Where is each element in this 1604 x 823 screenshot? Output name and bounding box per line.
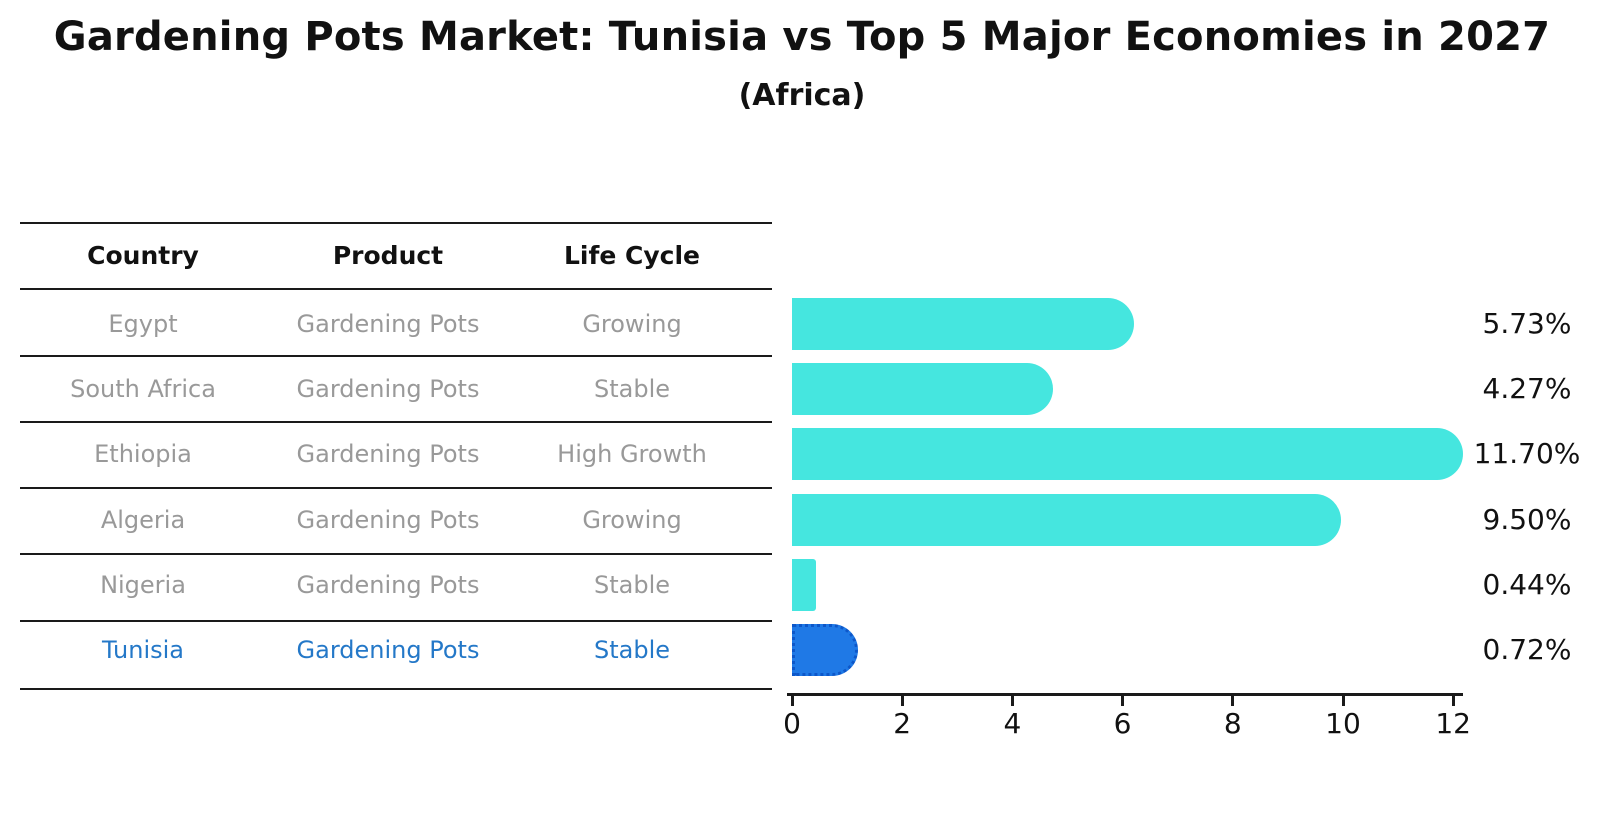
column-header-product: Product bbox=[332, 241, 444, 270]
country-cell: Algeria bbox=[100, 506, 186, 534]
column-header-life-cycle: Life Cycle bbox=[563, 241, 701, 270]
country-cell: South Africa bbox=[70, 375, 216, 403]
x-axis-line bbox=[787, 693, 1463, 696]
product-cell: Gardening Pots bbox=[296, 440, 480, 468]
life-cycle-cell: Stable bbox=[593, 636, 671, 664]
value-label-algeria: 9.50% bbox=[1482, 502, 1572, 536]
life-cycle-cell: Stable bbox=[593, 571, 671, 599]
chart-title: Gardening Pots Market: Tunisia vs Top 5 … bbox=[53, 14, 1551, 60]
product-cell: Gardening Pots bbox=[296, 310, 480, 338]
product-cell: Gardening Pots bbox=[296, 636, 480, 664]
table-top-rule bbox=[20, 222, 772, 224]
x-tick bbox=[1451, 696, 1455, 706]
table-row-rule bbox=[20, 620, 772, 622]
chart-subtitle: (Africa) bbox=[738, 78, 866, 113]
value-label-tunisia: 0.72% bbox=[1482, 633, 1572, 666]
country-cell: Egypt bbox=[108, 310, 178, 338]
bar-nigeria bbox=[792, 558, 817, 611]
life-cycle-cell: High Growth bbox=[557, 440, 707, 468]
x-tick bbox=[790, 696, 794, 706]
life-cycle-cell: Stable bbox=[593, 375, 671, 403]
country-cell: Nigeria bbox=[100, 571, 186, 599]
table-row-rule bbox=[20, 355, 772, 357]
x-tick-label: 0 bbox=[783, 707, 801, 740]
value-label-south-africa: 4.27% bbox=[1482, 372, 1572, 406]
bar-ethiopia bbox=[792, 428, 1463, 481]
x-tick-label: 10 bbox=[1325, 707, 1361, 740]
country-cell: Tunisia bbox=[102, 636, 184, 664]
bar-south-africa bbox=[792, 363, 1054, 416]
x-tick-label: 8 bbox=[1223, 707, 1242, 740]
table-row-rule bbox=[20, 487, 772, 489]
x-tick bbox=[1341, 696, 1345, 706]
x-tick bbox=[900, 696, 904, 706]
x-tick bbox=[1010, 696, 1014, 706]
column-header-country: Country bbox=[87, 241, 199, 270]
bar-egypt bbox=[792, 298, 1134, 350]
value-label-nigeria: 0.44% bbox=[1482, 567, 1572, 601]
x-tick bbox=[1121, 696, 1125, 706]
value-label-ethiopia: 11.70% bbox=[1473, 437, 1581, 471]
bar-algeria bbox=[792, 493, 1342, 546]
table-row-rule bbox=[20, 553, 772, 555]
table-bottom-rule bbox=[20, 688, 772, 690]
x-tick-label: 4 bbox=[1003, 707, 1022, 740]
x-tick-label: 6 bbox=[1113, 707, 1132, 740]
country-cell: Ethiopia bbox=[94, 440, 192, 468]
bar-tunisia bbox=[792, 624, 858, 676]
table-header-rule bbox=[20, 288, 772, 290]
life-cycle-cell: Growing bbox=[582, 310, 682, 338]
product-cell: Gardening Pots bbox=[296, 571, 480, 599]
value-label-egypt: 5.73% bbox=[1482, 307, 1572, 340]
x-tick-label: 2 bbox=[893, 707, 912, 740]
table-row-rule bbox=[20, 421, 772, 423]
product-cell: Gardening Pots bbox=[296, 506, 480, 534]
product-cell: Gardening Pots bbox=[296, 375, 480, 403]
x-tick bbox=[1231, 696, 1235, 706]
x-tick-label: 12 bbox=[1435, 707, 1471, 740]
life-cycle-cell: Growing bbox=[582, 506, 682, 534]
